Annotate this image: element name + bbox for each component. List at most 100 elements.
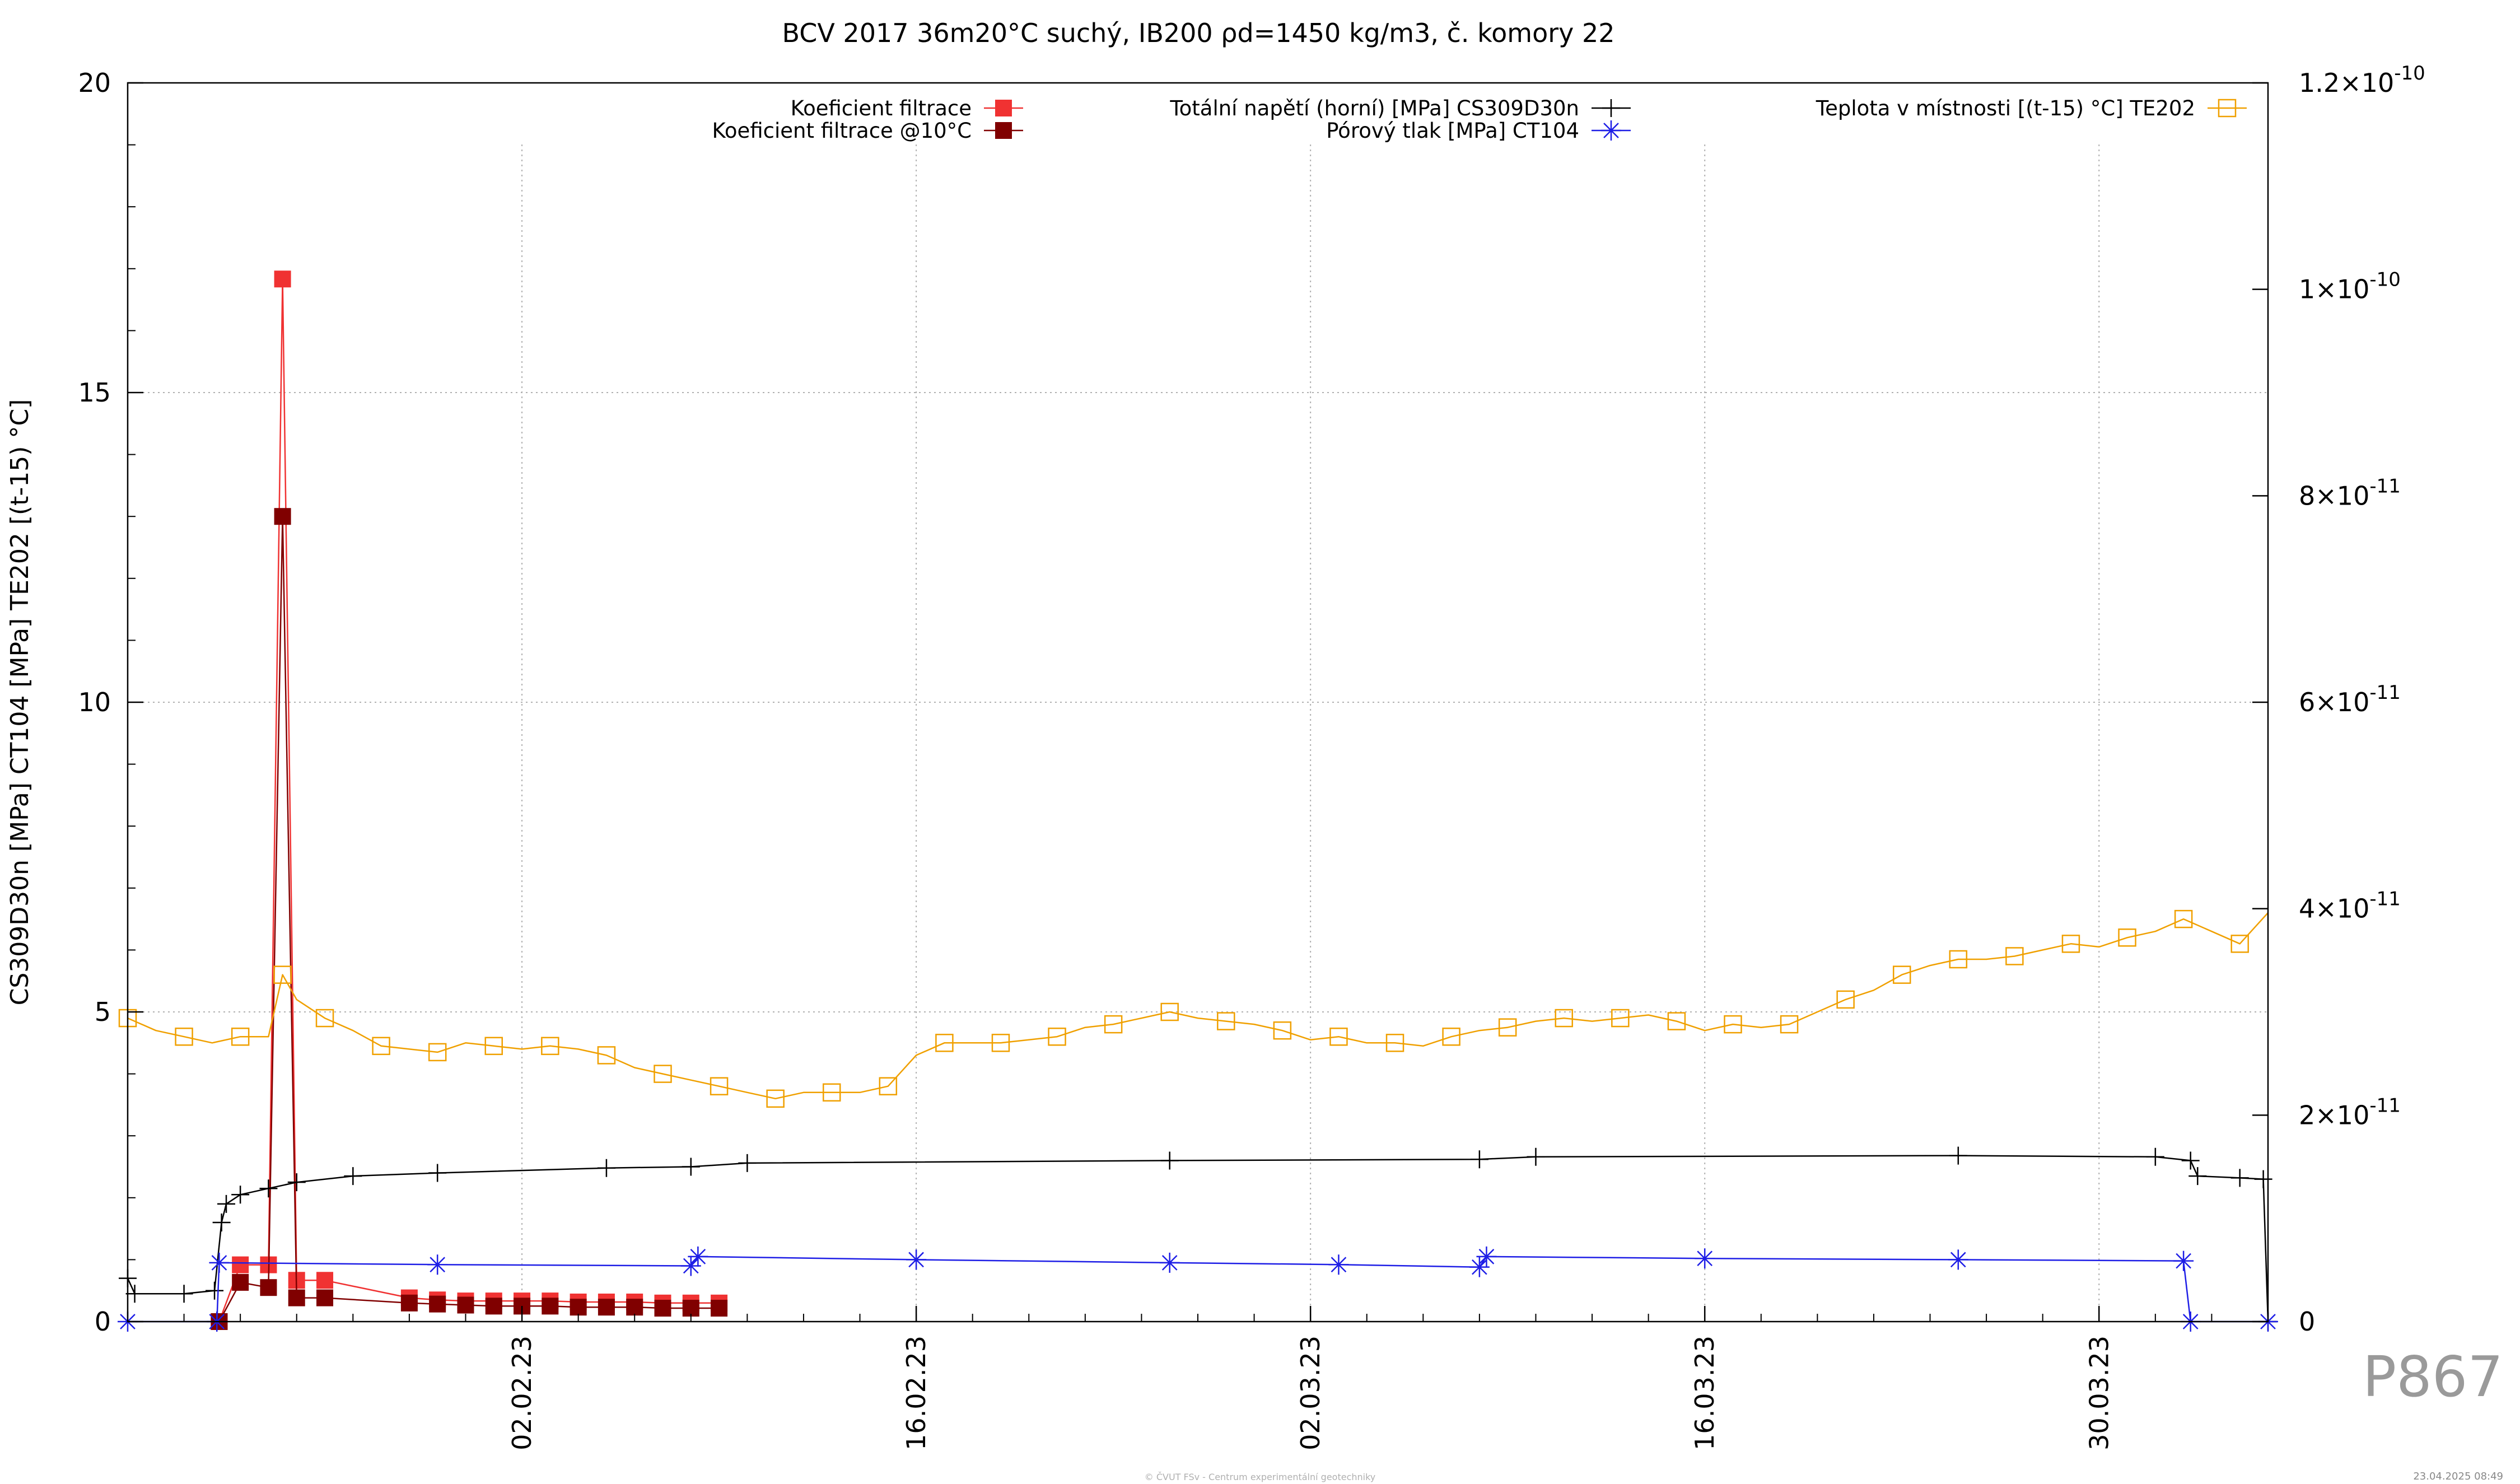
data-point — [738, 1154, 757, 1172]
legend-swatch-marker — [2218, 99, 2237, 118]
data-point — [2230, 1169, 2249, 1187]
data-point — [906, 1249, 927, 1270]
data-point — [1159, 1252, 1180, 1273]
data-point — [273, 965, 292, 984]
left-y-axis: 0 5 10 15 20 — [78, 68, 143, 1337]
y-tick-label-left: 20 — [78, 68, 111, 98]
series-4 — [118, 909, 2269, 1108]
data-point — [822, 1083, 841, 1102]
y-tick-label-left: 15 — [78, 377, 111, 408]
data-point — [316, 1289, 334, 1306]
legend-label: Teplota v místnosti [(t-15) °C] TE202 — [1816, 96, 2195, 120]
data-point — [1724, 1015, 1742, 1034]
data-point — [1273, 1021, 1292, 1040]
data-point — [260, 1279, 277, 1296]
data-point — [626, 1299, 643, 1316]
data-point — [1611, 1009, 1630, 1028]
data-point — [400, 1294, 418, 1312]
y-tick-label-right: 6×10-11 — [2299, 682, 2401, 717]
data-point — [688, 1246, 708, 1267]
right-y-axis: 0 2×10-11 4×10-11 6×10-11 8×10-11 1×10-10 1.2×… — [2252, 62, 2425, 1337]
data-point — [1498, 1018, 1517, 1037]
y-tick-label-right: 2×10-11 — [2299, 1094, 2401, 1130]
data-point — [288, 1289, 305, 1306]
data-point — [2188, 1167, 2207, 1186]
data-point — [428, 1164, 447, 1182]
plot-code: P867 — [2362, 1344, 2503, 1410]
data-point — [1948, 1249, 1968, 1270]
data-point — [1469, 1257, 1490, 1277]
data-point — [428, 1043, 447, 1062]
series-layer — [118, 270, 2278, 1332]
x-tick-label: 16.02.23 — [901, 1336, 931, 1450]
data-point — [598, 1299, 615, 1316]
data-point — [682, 1158, 700, 1176]
data-point — [597, 1159, 615, 1177]
data-point — [1892, 965, 1911, 984]
data-point — [766, 1089, 785, 1108]
data-point — [429, 1295, 446, 1313]
data-point — [484, 1037, 503, 1056]
x-tick-label: 02.03.23 — [1295, 1336, 1326, 1450]
x-tick-label: 16.03.23 — [1690, 1336, 1720, 1450]
data-point — [879, 1077, 898, 1095]
data-point — [125, 1285, 144, 1303]
data-point — [1949, 1146, 1967, 1165]
data-point — [344, 1167, 362, 1186]
data-point — [2230, 935, 2249, 953]
data-point — [1385, 1034, 1404, 1052]
footer-credit: © ČVUT FSv - Centrum experimentální geot… — [1144, 1472, 1376, 1482]
data-point — [232, 1256, 249, 1273]
data-point — [1470, 1150, 1488, 1169]
data-point — [2118, 928, 2136, 947]
y-tick-label-left: 5 — [95, 997, 111, 1027]
timestamp: 23.04.2025 08:49 — [2413, 1471, 2503, 1482]
data-point — [542, 1298, 559, 1315]
chart-title: BCV 2017 36m20°C suchý, IB200 ρd=1450 kg… — [782, 18, 1614, 48]
data-point — [1048, 1027, 1066, 1046]
data-point — [485, 1298, 502, 1315]
data-point — [654, 1065, 672, 1083]
data-point — [680, 1256, 701, 1276]
data-point — [1442, 1027, 1460, 1046]
data-point — [2181, 1151, 2200, 1170]
data-point — [1667, 1012, 1686, 1030]
data-point — [711, 1300, 728, 1317]
data-point — [217, 1194, 236, 1213]
legend-swatch-marker — [1601, 120, 1621, 141]
series-line — [127, 1155, 2269, 1322]
legend-label: Koeficient filtrace — [791, 96, 972, 120]
data-point — [372, 1037, 390, 1056]
data-point — [1949, 950, 1968, 969]
data-point — [274, 508, 291, 525]
x-axis: 02.02.23 16.02.23 02.03.23 16.03.23 30.03.23 — [127, 1306, 2269, 1450]
legend-swatch-marker — [995, 122, 1012, 139]
data-point — [710, 1077, 729, 1095]
data-point — [206, 1281, 224, 1300]
legend-label: Totální napětí (horní) [MPa] CS309D30n — [1169, 96, 1579, 120]
data-point — [935, 1034, 954, 1052]
legend-label: Koeficient filtrace @10°C — [712, 119, 972, 143]
x-tick-label: 30.03.23 — [2084, 1336, 2114, 1450]
data-point — [1780, 1015, 1799, 1034]
data-point — [1695, 1248, 1715, 1269]
data-point — [1555, 1009, 1574, 1028]
left-axis-label: CS309D30n [MPa] CT104 [MPa] TE202 [(t-15… — [6, 399, 34, 1006]
data-point — [1328, 1254, 1349, 1275]
data-point — [2174, 909, 2193, 928]
data-point — [175, 1285, 193, 1303]
y-tick-label-right: 0 — [2299, 1306, 2315, 1337]
data-point — [654, 1300, 671, 1317]
data-point — [259, 1179, 278, 1198]
data-point — [231, 1027, 250, 1046]
data-point — [597, 1046, 616, 1065]
data-point — [1329, 1027, 1348, 1046]
y-tick-label-right: 8×10-11 — [2299, 475, 2401, 511]
series-line — [127, 912, 2269, 1100]
data-point — [2146, 1147, 2164, 1166]
data-point — [427, 1254, 448, 1275]
data-point — [2173, 1250, 2194, 1271]
data-point — [2061, 935, 2080, 953]
